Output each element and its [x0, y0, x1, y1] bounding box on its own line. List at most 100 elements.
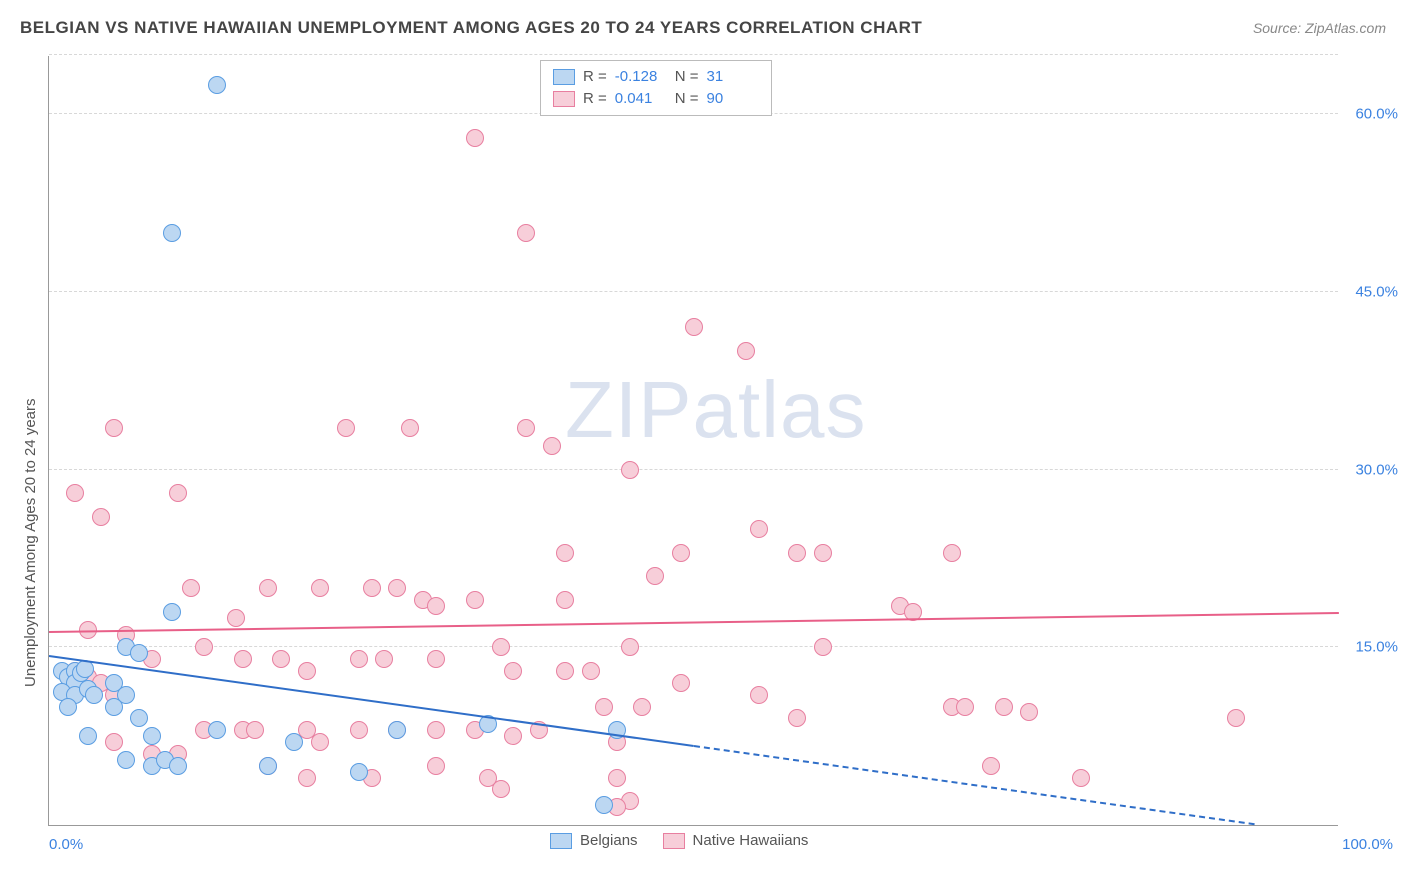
x-tick-label: 100.0%: [1342, 836, 1393, 853]
data-point: [814, 638, 832, 656]
data-point: [750, 686, 768, 704]
legend-swatch: [550, 833, 572, 849]
r-label: R =: [583, 88, 607, 110]
data-point: [272, 650, 290, 668]
data-point: [130, 644, 148, 662]
grid-line: [49, 291, 1338, 292]
data-point: [466, 591, 484, 609]
legend-item: Belgians: [550, 832, 638, 849]
data-point: [595, 796, 613, 814]
data-point: [466, 129, 484, 147]
legend-label: Native Hawaiians: [693, 832, 809, 849]
n-value: 31: [707, 66, 759, 88]
data-point: [504, 662, 522, 680]
legend-item: Native Hawaiians: [663, 832, 809, 849]
data-point: [208, 76, 226, 94]
y-tick-label: 60.0%: [1343, 106, 1398, 123]
trend-line: [694, 745, 1254, 825]
data-point: [608, 769, 626, 787]
data-point: [750, 520, 768, 538]
y-axis-label: Unemployment Among Ages 20 to 24 years: [22, 399, 39, 688]
data-point: [504, 727, 522, 745]
data-point: [621, 461, 639, 479]
series-legend: Belgians Native Hawaiians: [550, 832, 808, 849]
data-point: [517, 224, 535, 242]
data-point: [350, 763, 368, 781]
data-point: [982, 757, 1000, 775]
data-point: [543, 437, 561, 455]
data-point: [943, 544, 961, 562]
data-point: [234, 650, 252, 668]
y-tick-label: 30.0%: [1343, 461, 1398, 478]
data-point: [311, 733, 329, 751]
data-point: [350, 650, 368, 668]
data-point: [401, 419, 419, 437]
data-point: [298, 769, 316, 787]
data-point: [298, 662, 316, 680]
watermark: ZIPatlas: [565, 364, 866, 456]
data-point: [427, 597, 445, 615]
r-value: -0.128: [615, 66, 667, 88]
legend-swatch: [553, 69, 575, 85]
data-point: [363, 579, 381, 597]
legend-swatch: [553, 91, 575, 107]
data-point: [246, 721, 264, 739]
data-point: [259, 579, 277, 597]
data-point: [105, 698, 123, 716]
r-value: 0.041: [615, 88, 667, 110]
data-point: [956, 698, 974, 716]
data-point: [208, 721, 226, 739]
data-point: [388, 579, 406, 597]
data-point: [130, 709, 148, 727]
x-tick-label: 0.0%: [49, 836, 83, 853]
data-point: [672, 674, 690, 692]
data-point: [995, 698, 1013, 716]
data-point: [788, 709, 806, 727]
data-point: [350, 721, 368, 739]
data-point: [595, 698, 613, 716]
data-point: [92, 508, 110, 526]
data-point: [163, 224, 181, 242]
data-point: [814, 544, 832, 562]
data-point: [59, 698, 77, 716]
stats-legend: R =-0.128N =31R =0.041N =90: [540, 60, 772, 116]
chart-title: BELGIAN VS NATIVE HAWAIIAN UNEMPLOYMENT …: [20, 18, 922, 38]
data-point: [633, 698, 651, 716]
data-point: [311, 579, 329, 597]
y-tick-label: 15.0%: [1343, 639, 1398, 656]
legend-label: Belgians: [580, 832, 638, 849]
data-point: [105, 419, 123, 437]
data-point: [105, 733, 123, 751]
title-bar: BELGIAN VS NATIVE HAWAIIAN UNEMPLOYMENT …: [20, 18, 1386, 38]
data-point: [556, 591, 574, 609]
data-point: [672, 544, 690, 562]
data-point: [1020, 703, 1038, 721]
data-point: [337, 419, 355, 437]
data-point: [621, 638, 639, 656]
r-label: R =: [583, 66, 607, 88]
data-point: [169, 484, 187, 502]
y-tick-label: 45.0%: [1343, 283, 1398, 300]
data-point: [788, 544, 806, 562]
data-point: [169, 757, 187, 775]
data-point: [556, 544, 574, 562]
data-point: [556, 662, 574, 680]
data-point: [492, 638, 510, 656]
data-point: [163, 603, 181, 621]
source-label: Source: ZipAtlas.com: [1253, 20, 1386, 36]
data-point: [375, 650, 393, 668]
data-point: [646, 567, 664, 585]
data-point: [427, 650, 445, 668]
n-label: N =: [675, 88, 699, 110]
data-point: [259, 757, 277, 775]
data-point: [427, 721, 445, 739]
data-point: [517, 419, 535, 437]
data-point: [737, 342, 755, 360]
legend-stat-row: R = -0.128 N = 31: [553, 66, 759, 88]
grid-line: [49, 646, 1338, 647]
data-point: [182, 579, 200, 597]
data-point: [1227, 709, 1245, 727]
legend-swatch: [663, 833, 685, 849]
data-point: [285, 733, 303, 751]
n-label: N =: [675, 66, 699, 88]
